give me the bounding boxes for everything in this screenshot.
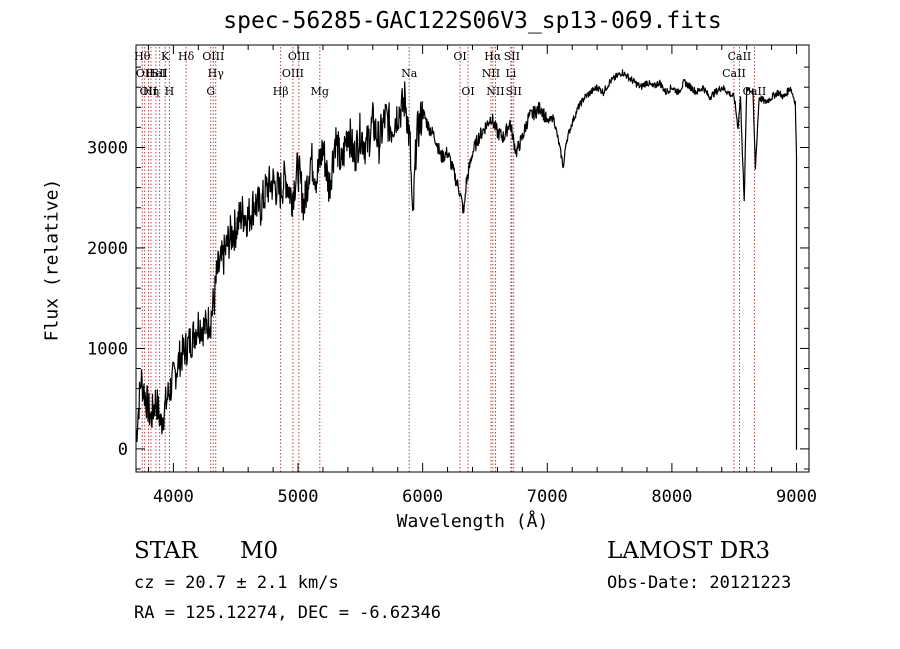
line-label-26: CaII [728,50,752,63]
emission-line-markers [141,47,755,472]
line-label-10: Hγ [208,67,225,80]
line-label-7: H [165,85,175,98]
line-label-9: OIII [202,50,224,63]
line-label-3: Hη [143,85,159,98]
object-subclass: M0 [240,538,279,564]
line-label-0: Hθ [134,50,151,63]
line-label-11: G [206,85,215,98]
ra-dec-coordinates: RA = 125.12274, DEC = -6.62346 [134,603,442,623]
object-class: STAR [134,538,198,564]
axis-ticks [136,45,809,472]
line-label-24: SII [506,85,522,98]
line-label-5: SII [152,67,168,80]
x-tick-label-7000: 7000 [527,487,568,507]
line-label-25: CaII [722,67,746,80]
line-label-20: Hα [484,50,502,63]
redshift-velocity: cz = 20.7 ± 2.1 km/s [134,573,339,593]
line-label-13: OIII [282,67,304,80]
flux-series-line [135,69,798,450]
line-label-22: Li [505,67,516,80]
line-label-8: Hδ [178,50,195,63]
y-axis-label: Flux (relative) [41,178,63,342]
x-axis-label: Wavelength (Å) [396,511,549,532]
line-label-18: OI [461,85,474,98]
line-label-4: HeI [146,67,166,80]
line-label-23: SII [504,50,520,63]
line-label-21: NII [486,85,504,98]
line-label-1: OII [136,67,154,80]
survey-name: LAMOST DR3 [607,538,771,564]
y-tick-label-3000: 3000 [87,138,128,158]
line-label-17: OI [453,50,466,63]
line-label-2: OII [140,85,158,98]
x-tick-label-5000: 5000 [278,487,319,507]
x-tick-label-9000: 9000 [776,487,817,507]
plot-frame [135,44,810,473]
x-tick-label-6000: 6000 [402,487,443,507]
x-tick-label-4000: 4000 [153,487,194,507]
line-label-12: Hβ [273,85,289,98]
line-label-15: Mg [311,85,329,98]
line-label-6: K [161,50,170,63]
y-tick-label-0: 0 [118,440,128,460]
x-tick-label-8000: 8000 [651,487,692,507]
chart-title: spec-56285-GAC122S06V3_sp13-069.fits [223,8,722,34]
axis-tick-labels: 4000 5000 6000 7000 8000 9000 0 1000 2000 3000 [87,138,817,507]
y-tick-label-1000: 1000 [87,339,128,359]
line-label-14: OIII [288,50,310,63]
line-label-16: Na [401,67,418,80]
observation-date: Obs-Date: 20121223 [607,573,792,593]
line-label-19: NII [482,67,500,80]
y-tick-label-2000: 2000 [87,239,128,259]
